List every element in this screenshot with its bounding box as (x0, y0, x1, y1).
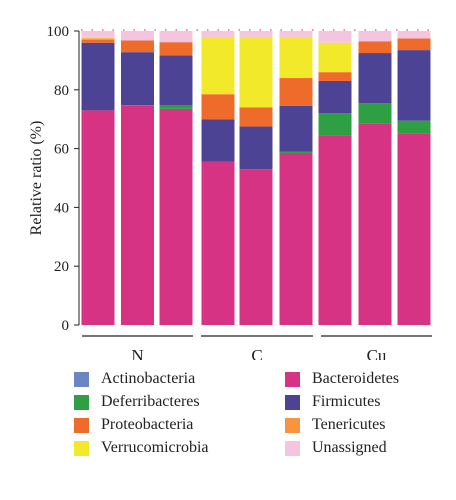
y-tick-label: 60 (54, 142, 69, 158)
y-tick-label: 80 (54, 83, 69, 99)
bar-segment-bacteroidetes (279, 153, 313, 325)
legend-label: Deferribacteres (101, 393, 200, 410)
bar-stack (318, 31, 352, 325)
legend-swatch (74, 440, 89, 456)
bar-stack (358, 31, 392, 325)
bar-segment-unassigned (159, 31, 193, 43)
bar-segment-firmicutes (159, 55, 193, 106)
bar-segment-bacteroidetes (159, 108, 193, 325)
bar-segment-unassigned (121, 31, 154, 41)
bar-segment-firmicutes (318, 80, 352, 114)
bar-segment-proteobacteria (397, 38, 431, 51)
legend-swatch (285, 417, 300, 433)
legend-swatch (74, 417, 89, 433)
bar-segment-bacteroidetes (239, 169, 273, 325)
bar-segment-bacteroidetes (81, 110, 115, 325)
bar-stack (159, 31, 193, 325)
legend-label: Tenericutes (312, 416, 386, 433)
legend-item: Tenericutes (285, 416, 386, 434)
stacked-bar-chart: 0 20 40 60 80 100 Relative ratio (%) N C Cu (28, 24, 437, 360)
group-label: C (251, 346, 262, 360)
bar-segment-verrucomicrobia (81, 36, 115, 39)
bar-segment-firmicutes (358, 53, 392, 104)
y-tick-label: 40 (54, 200, 69, 216)
legend-label: Verrucomicrobia (101, 439, 209, 456)
y-tick-label: 20 (54, 259, 69, 275)
group-label: N (131, 346, 143, 360)
legend-item: Firmicutes (285, 393, 380, 411)
legend-swatch (285, 394, 300, 410)
bar-segment-bacteroidetes (397, 133, 431, 325)
bar-stack (121, 31, 154, 325)
bar-segment-verrucomicrobia (201, 36, 235, 95)
bar-segment-proteobacteria (279, 78, 313, 106)
bar-segment-unassigned (318, 31, 352, 43)
bar-segment-verrucomicrobia (318, 42, 352, 73)
bar-stack (279, 31, 313, 325)
legend-swatch (74, 371, 89, 387)
bar-segment-verrucomicrobia (239, 36, 273, 108)
bar-stack (397, 31, 431, 325)
bar-segment-deferribacteres (279, 151, 313, 154)
bar-stack (201, 31, 235, 325)
legend-swatch (285, 440, 300, 456)
y-tick-label: 100 (47, 24, 70, 40)
bar-segment-unassigned (279, 31, 313, 37)
legend-label: Firmicutes (312, 393, 381, 410)
bar-segment-unassigned (201, 31, 235, 37)
bar-segment-proteobacteria (239, 107, 273, 127)
bar-segment-bacteroidetes (318, 135, 352, 325)
legend-label: Actinobacteria (101, 370, 196, 387)
bar-segment-tenericutes (81, 38, 115, 40)
legend-swatch (74, 394, 89, 410)
legend-item: Verrucomicrobia (74, 439, 209, 457)
legend-item: Proteobacteria (74, 416, 193, 434)
legend-item: Bacteroidetes (285, 370, 399, 388)
bar-stack (239, 31, 273, 325)
bar-segment-proteobacteria (358, 41, 392, 54)
legend-item: Actinobacteria (74, 370, 195, 388)
bar-segment-unassigned (81, 31, 115, 37)
bar-segment-unassigned (358, 31, 392, 42)
legend-swatch (285, 371, 300, 387)
legend-label: Proteobacteria (101, 416, 194, 433)
bar-segment-proteobacteria (201, 94, 235, 120)
bar-segment-proteobacteria (318, 72, 352, 81)
bar-segment-proteobacteria (121, 40, 154, 53)
y-tick-label: 0 (62, 318, 70, 334)
bar-segment-deferribacteres (358, 103, 392, 124)
bar-stack (81, 31, 115, 325)
bar-segment-unassigned (239, 31, 273, 37)
bar-segment-deferribacteres (121, 105, 154, 106)
group-label: Cu (367, 346, 387, 360)
bar-segment-deferribacteres (159, 105, 193, 109)
bar-segment-firmicutes (239, 126, 273, 170)
legend-item: Unassigned (285, 439, 387, 457)
bar-segment-bacteroidetes (201, 161, 235, 325)
bar-segment-firmicutes (81, 42, 115, 111)
bar-segment-unassigned (397, 31, 431, 39)
bar-segment-firmicutes (279, 105, 313, 152)
bar-segment-proteobacteria (159, 42, 193, 56)
legend-label: Unassigned (312, 439, 387, 456)
bar-segment-bacteroidetes (358, 123, 392, 325)
bar-segment-deferribacteres (397, 120, 431, 134)
bar-segment-deferribacteres (318, 113, 352, 136)
bar-segment-proteobacteria (81, 39, 115, 43)
legend-item: Deferribacteres (74, 393, 200, 411)
legend-label: Bacteroidetes (312, 370, 400, 387)
bar-segment-bacteroidetes (121, 105, 154, 325)
bar-segment-firmicutes (121, 52, 154, 106)
y-axis-label: Relative ratio (%) (28, 121, 45, 236)
bar-segment-verrucomicrobia (279, 36, 313, 79)
bar-segment-firmicutes (201, 119, 235, 162)
bar-segment-firmicutes (397, 50, 431, 121)
